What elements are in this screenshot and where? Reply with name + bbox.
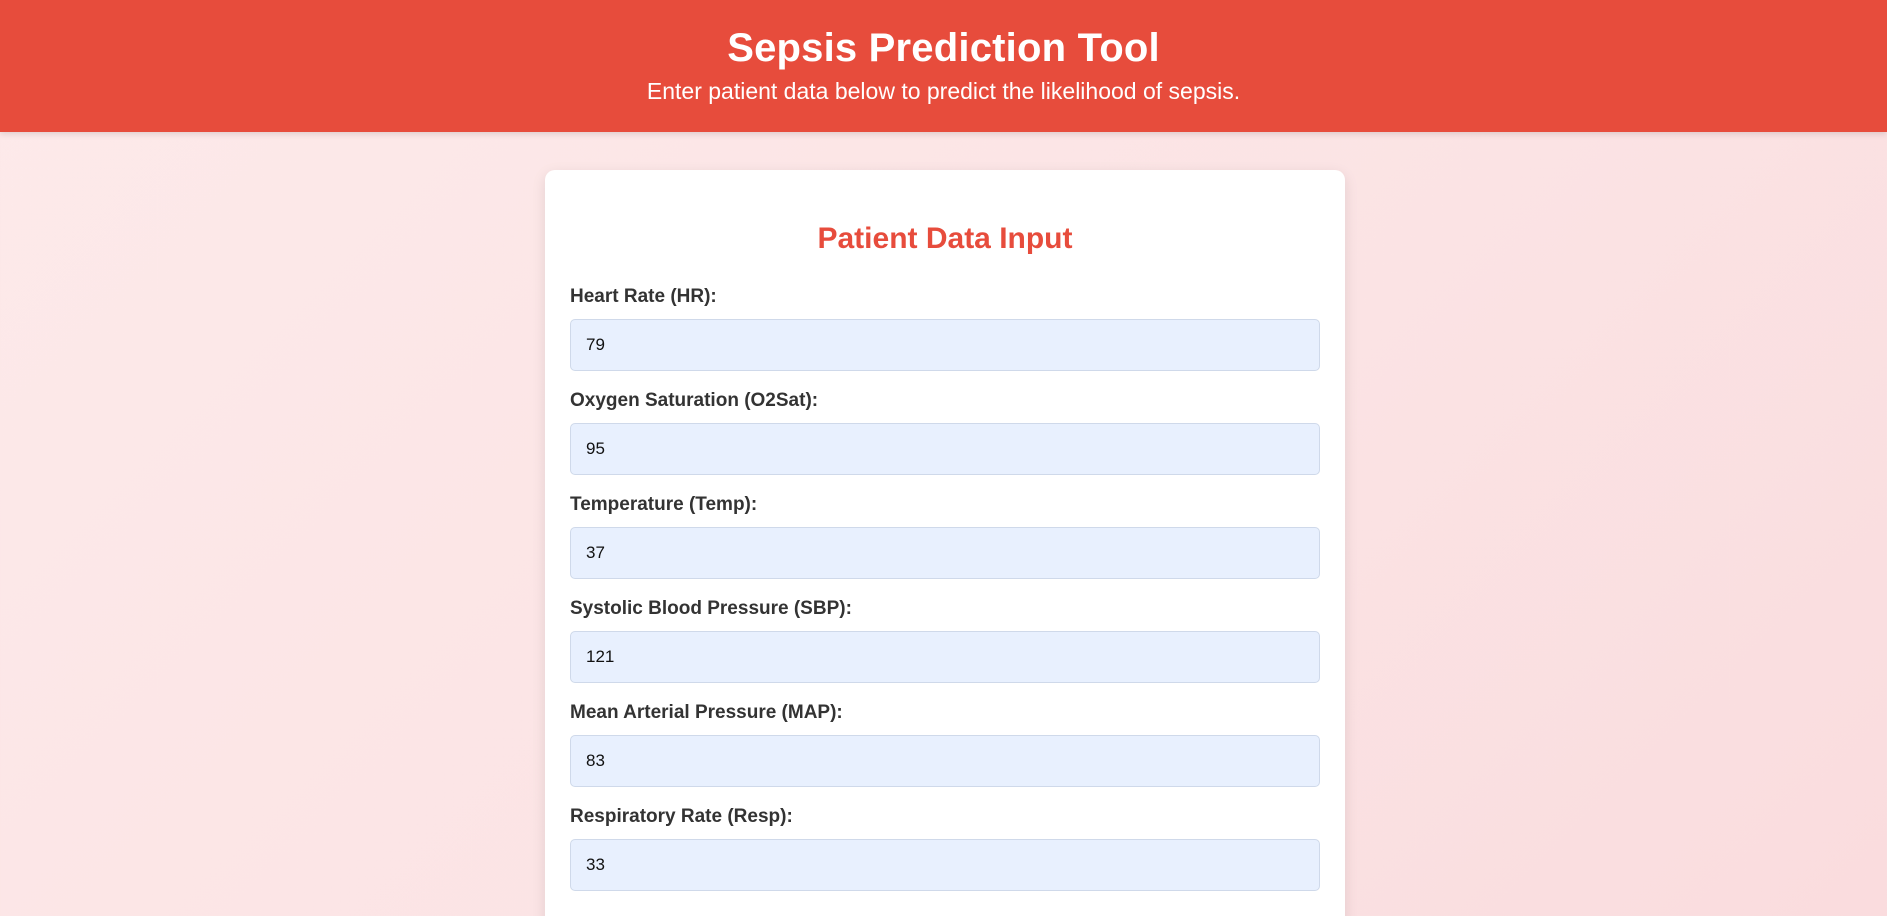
page-title: Sepsis Prediction Tool — [727, 26, 1160, 70]
systolic-bp-input[interactable] — [570, 631, 1320, 683]
page-subtitle: Enter patient data below to predict the … — [646, 78, 1241, 104]
oxygen-saturation-label: Oxygen Saturation (O2Sat): — [570, 390, 819, 411]
temperature-input[interactable] — [570, 527, 1320, 579]
field-mean-arterial-pressure: Mean Arterial Pressure (MAP): — [570, 701, 1320, 787]
temperature-label: Temperature (Temp): — [570, 494, 758, 515]
heart-rate-label: Heart Rate (HR): — [570, 286, 717, 307]
field-temperature: Temperature (Temp): — [570, 493, 1320, 579]
respiratory-rate-label: Respiratory Rate (Resp): — [570, 806, 793, 827]
mean-arterial-pressure-label: Mean Arterial Pressure (MAP): — [570, 702, 843, 723]
field-systolic-bp: Systolic Blood Pressure (SBP): — [570, 597, 1320, 683]
respiratory-rate-input[interactable] — [570, 839, 1320, 891]
form-title: Patient Data Input — [817, 222, 1073, 255]
oxygen-saturation-input[interactable] — [570, 423, 1320, 475]
mean-arterial-pressure-input[interactable] — [570, 735, 1320, 787]
systolic-bp-label: Systolic Blood Pressure (SBP): — [570, 598, 852, 619]
field-heart-rate: Heart Rate (HR): — [570, 285, 1320, 371]
heart-rate-input[interactable] — [570, 319, 1320, 371]
field-oxygen-saturation: Oxygen Saturation (O2Sat): — [570, 389, 1320, 475]
app-header: Sepsis Prediction Tool Enter patient dat… — [0, 0, 1887, 132]
field-respiratory-rate: Respiratory Rate (Resp): — [570, 805, 1320, 891]
patient-data-form: Patient Data Input Heart Rate (HR): Oxyg… — [545, 170, 1345, 916]
